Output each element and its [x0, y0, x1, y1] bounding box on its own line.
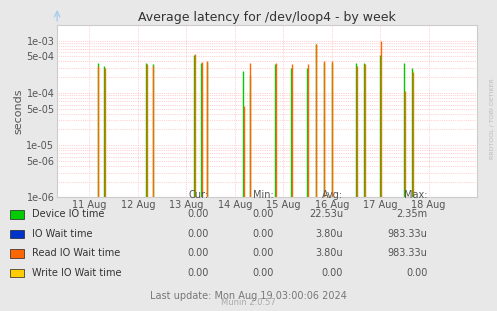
Text: Read IO Wait time: Read IO Wait time	[32, 248, 121, 258]
Text: 0.00: 0.00	[187, 248, 209, 258]
Text: 0.00: 0.00	[322, 268, 343, 278]
Text: 0.00: 0.00	[252, 229, 273, 239]
Text: 0.00: 0.00	[187, 268, 209, 278]
Text: 3.80u: 3.80u	[315, 229, 343, 239]
Text: RRDTOOL / TOBI OETIKER: RRDTOOL / TOBI OETIKER	[490, 78, 495, 159]
Text: 2.35m: 2.35m	[396, 209, 427, 219]
Text: Munin 2.0.57: Munin 2.0.57	[221, 298, 276, 307]
Text: 983.33u: 983.33u	[388, 229, 427, 239]
Text: Min:: Min:	[252, 190, 273, 200]
Text: 0.00: 0.00	[252, 268, 273, 278]
Text: 22.53u: 22.53u	[309, 209, 343, 219]
Text: 0.00: 0.00	[252, 248, 273, 258]
Text: Device IO time: Device IO time	[32, 209, 105, 219]
Text: 3.80u: 3.80u	[315, 248, 343, 258]
Title: Average latency for /dev/loop4 - by week: Average latency for /dev/loop4 - by week	[138, 11, 396, 24]
Text: IO Wait time: IO Wait time	[32, 229, 93, 239]
Text: 0.00: 0.00	[187, 229, 209, 239]
Text: Last update: Mon Aug 19 03:00:06 2024: Last update: Mon Aug 19 03:00:06 2024	[150, 291, 347, 301]
Text: 0.00: 0.00	[252, 209, 273, 219]
Text: Max:: Max:	[404, 190, 427, 200]
Y-axis label: seconds: seconds	[13, 88, 23, 134]
Text: Cur:: Cur:	[189, 190, 209, 200]
Text: Avg:: Avg:	[322, 190, 343, 200]
Text: 0.00: 0.00	[406, 268, 427, 278]
Text: Write IO Wait time: Write IO Wait time	[32, 268, 122, 278]
Text: 0.00: 0.00	[187, 209, 209, 219]
Text: 983.33u: 983.33u	[388, 248, 427, 258]
